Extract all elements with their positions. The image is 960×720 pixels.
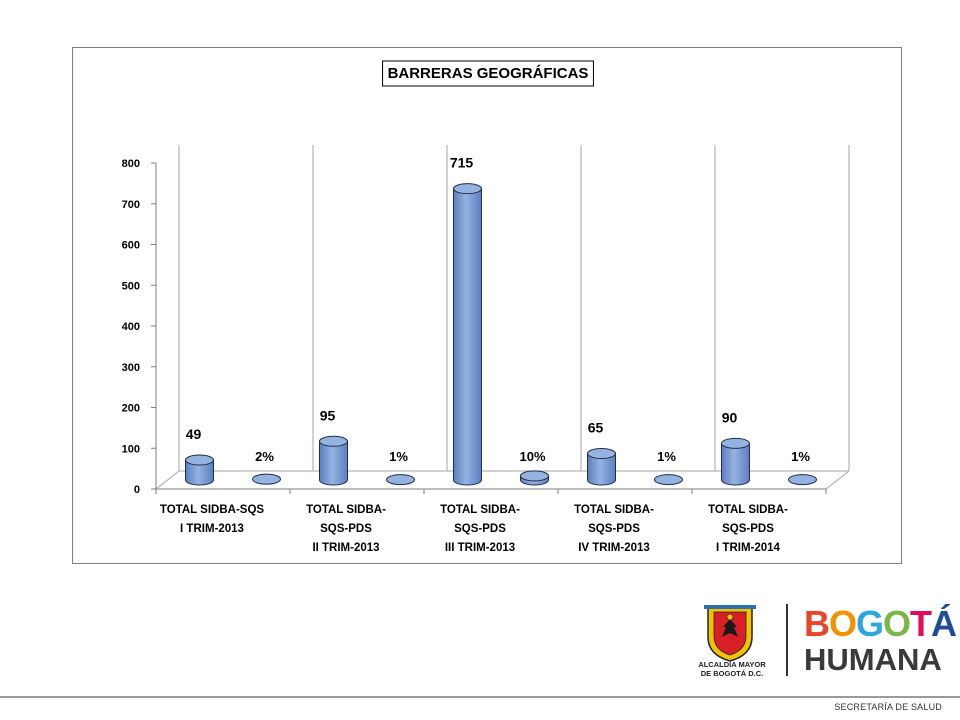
bar-cylinder-top bbox=[453, 183, 482, 195]
bar-cylinder-top bbox=[252, 473, 281, 485]
y-tick-label: 600 bbox=[122, 240, 140, 252]
data-label: 715 bbox=[450, 155, 474, 171]
bar-cylinder-body bbox=[721, 442, 750, 486]
bar-cylinder-body bbox=[319, 440, 348, 486]
bar-cylinder-top bbox=[721, 437, 750, 449]
y-tick-label: 700 bbox=[122, 199, 140, 211]
x-tick-label: II TRIM-2013 bbox=[312, 542, 379, 554]
x-tick-label: SQS-PDS bbox=[588, 523, 640, 535]
bar-cylinder-top bbox=[520, 470, 549, 482]
logo-divider bbox=[786, 604, 788, 676]
y-tick-label: 100 bbox=[122, 443, 140, 455]
bar-cylinder-body bbox=[453, 188, 482, 486]
data-label: 1% bbox=[389, 449, 408, 464]
chart-frame: 0 100 200 300 400 500 600 700 800 49 2% 95 1% 715 10% 6… bbox=[72, 47, 902, 564]
bar-cylinder-body bbox=[587, 453, 616, 486]
bar-cylinder-top bbox=[788, 474, 817, 486]
bar-cylinder-body bbox=[185, 459, 214, 486]
bogota-letter: B bbox=[804, 603, 830, 644]
chart-title-box bbox=[382, 60, 594, 87]
data-label: 90 bbox=[722, 409, 738, 425]
x-tick-label: TOTAL SIDBA- bbox=[440, 504, 520, 516]
data-label: 10% bbox=[519, 449, 545, 464]
bogota-letter: O bbox=[829, 603, 857, 644]
x-tick-label: TOTAL SIDBA-SQS bbox=[160, 504, 264, 516]
x-tick-label: I TRIM-2014 bbox=[716, 542, 781, 554]
bar-cylinder-top bbox=[185, 454, 214, 466]
alcaldia-line2: DE BOGOTÁ D.C. bbox=[700, 669, 764, 678]
bogota-letter: O bbox=[883, 603, 911, 644]
bar-cylinder-top bbox=[386, 474, 415, 486]
data-label: 65 bbox=[588, 420, 604, 436]
y-tick-label: 200 bbox=[122, 403, 140, 415]
y-tick-label: 300 bbox=[122, 362, 140, 374]
y-tick-label: 500 bbox=[122, 280, 140, 292]
bar-cylinder-top bbox=[319, 435, 348, 447]
floor-edge bbox=[155, 470, 180, 490]
data-label: 1% bbox=[791, 449, 810, 464]
bar-cylinder-top bbox=[587, 448, 616, 460]
x-tick-label: SQS-PDS bbox=[722, 523, 774, 535]
humana-wordmark: HUMANA bbox=[804, 642, 942, 677]
footer-text: SECRETARÍA DE SALUD bbox=[834, 702, 942, 712]
data-label: 2% bbox=[255, 449, 274, 464]
data-label: 95 bbox=[320, 407, 336, 423]
x-tick-label: TOTAL SIDBA- bbox=[708, 504, 788, 516]
x-tick-label: SQS-PDS bbox=[320, 523, 372, 535]
x-tick-label: IV TRIM-2013 bbox=[578, 542, 650, 554]
bogota-letter: Á bbox=[931, 603, 957, 644]
x-tick-label: TOTAL SIDBA- bbox=[574, 504, 654, 516]
alcaldia-caption: ALCALDÍA MAYOR DE BOGOTÁ D.C. bbox=[682, 660, 782, 678]
x-tick-label: TOTAL SIDBA- bbox=[306, 504, 386, 516]
x-tick-label: SQS-PDS bbox=[454, 523, 506, 535]
data-label: 49 bbox=[186, 426, 202, 442]
x-tick-label: I TRIM-2013 bbox=[180, 523, 244, 535]
data-label: 1% bbox=[657, 449, 676, 464]
alcaldia-line1: ALCALDÍA MAYOR bbox=[698, 660, 766, 669]
y-tick-label: 400 bbox=[122, 321, 140, 333]
bar-cylinder-top bbox=[654, 474, 683, 486]
y-tick-label: 0 bbox=[134, 484, 140, 496]
bogota-letter: G bbox=[856, 603, 884, 644]
y-tick-label: 800 bbox=[122, 158, 140, 170]
alcaldia-shield-logo bbox=[690, 603, 770, 683]
floor-right-edge bbox=[825, 470, 850, 490]
footer-divider bbox=[0, 696, 960, 698]
chart-title: BARRERAS GEOGRÁFICAS bbox=[388, 65, 589, 82]
bar-chart: 0 100 200 300 400 500 600 700 800 49 2% 95 1% 715 10% 6… bbox=[122, 60, 850, 554]
bogota-wordmark: BOGOTÁ bbox=[804, 603, 957, 644]
x-tick-label: III TRIM-2013 bbox=[445, 542, 515, 554]
bogota-letter: T bbox=[910, 603, 932, 644]
